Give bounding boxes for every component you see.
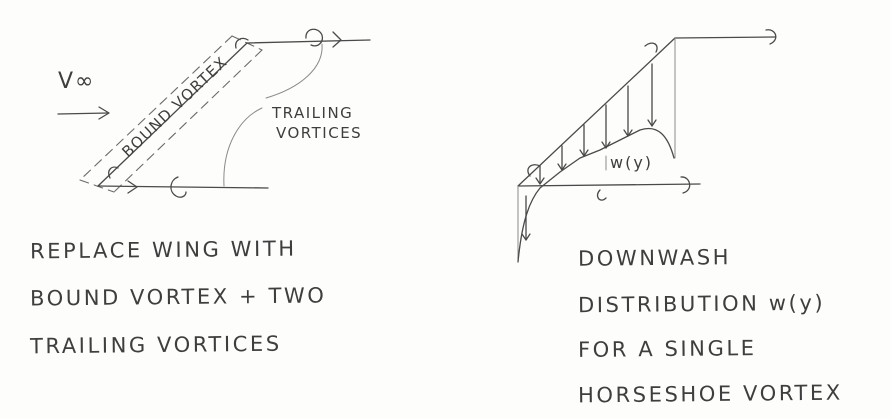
downwash-label: w(y) bbox=[610, 153, 653, 172]
right-figure: w(y) bbox=[517, 29, 777, 263]
tip-circulation-right-upper bbox=[644, 42, 658, 53]
right-caption-line2: DISTRIBUTION w(y) bbox=[577, 290, 826, 318]
leader-line-upper bbox=[265, 43, 323, 99]
left-figure: V∞ BOUND VORTEX bbox=[57, 28, 371, 198]
swirl-symbol-right-lower bbox=[680, 176, 691, 194]
swirl-symbol-upper bbox=[305, 28, 324, 47]
swirl-symbol-right-mid bbox=[596, 189, 607, 201]
downwash-curve bbox=[517, 127, 675, 263]
freestream-label: V∞ bbox=[58, 69, 95, 94]
trailing-label-line2: VORTICES bbox=[276, 124, 362, 142]
left-caption-line1: REPLACE WING WITH bbox=[29, 236, 297, 264]
swirl-symbol-lower bbox=[170, 176, 187, 198]
downwash-arrows bbox=[521, 63, 657, 241]
horseshoe-trailing-lower bbox=[517, 183, 701, 187]
horseshoe-bound-segment bbox=[517, 37, 676, 187]
horseshoe-trailing-upper bbox=[674, 36, 776, 39]
tip-circulation-lower bbox=[108, 166, 119, 179]
trailing-vortex-lower bbox=[97, 185, 269, 189]
right-caption-line1: DOWNWASH bbox=[577, 245, 732, 271]
trailing-vortex-upper-arrow bbox=[332, 31, 342, 48]
swirl-symbol-right-upper bbox=[765, 29, 777, 45]
leader-line-lower bbox=[223, 107, 263, 187]
trailing-vortex-lower-arrow bbox=[127, 180, 138, 194]
freestream-arrow bbox=[57, 106, 110, 120]
left-caption-line3: TRAILING VORTICES bbox=[29, 331, 282, 359]
right-caption-line4: HORSESHOE VORTEX bbox=[577, 380, 843, 408]
trailing-vortex-upper bbox=[246, 39, 371, 44]
bound-vortex-line bbox=[97, 42, 248, 187]
trailing-label-line1: TRAILING bbox=[271, 104, 353, 122]
left-caption-line2: BOUND VORTEX + TWO bbox=[29, 283, 327, 311]
tip-circulation-upper bbox=[235, 37, 249, 49]
tip-circulation-right-lower bbox=[527, 164, 541, 177]
right-caption-line3: FOR A SINGLE bbox=[577, 336, 757, 362]
bound-vortex-label: BOUND VORTEX bbox=[118, 53, 231, 161]
